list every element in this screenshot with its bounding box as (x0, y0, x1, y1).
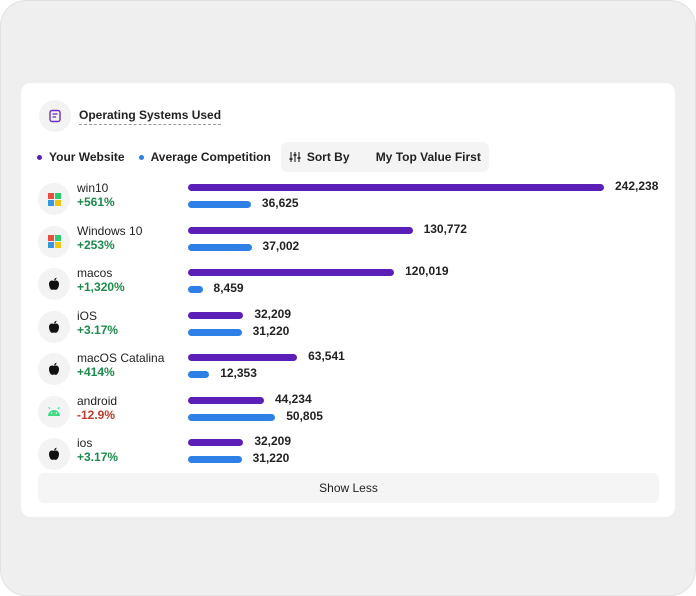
os-name: iOS (77, 308, 98, 323)
controls-bar: Your Website Average Competition (37, 141, 489, 173)
windows-icon (38, 225, 70, 258)
your-website-value: 63,541 (308, 349, 345, 363)
os-change: +414% (77, 365, 115, 379)
os-name: ios (77, 436, 93, 450)
os-change: +253% (77, 237, 115, 252)
os-change: +1,320% (77, 280, 125, 294)
sort-label: Sort By (306, 150, 350, 164)
average-competition-value: 31,220 (252, 323, 290, 338)
show-less-button[interactable]: Show Less (38, 473, 659, 503)
average-competition-value: 12,353 (220, 366, 257, 380)
your-website-bar (188, 311, 244, 319)
your-website-value: 242,238 (615, 179, 659, 193)
your-website-value: 32,209 (254, 306, 292, 321)
your-website-value: 32,209 (254, 434, 292, 448)
average-competition-bar (188, 201, 251, 208)
average-competition-bar (188, 371, 210, 378)
os-row: ios +3.17% 32,209 31,220 (21, 434, 675, 476)
legend-your-website-label: Your Website (49, 150, 125, 164)
os-row: macos +1,320% 120,019 8,459 (21, 264, 675, 306)
sort-value: My Top Value First (375, 150, 481, 164)
os-row: win10 +561% 242,238 36,625 (21, 179, 675, 221)
legend-average-competition[interactable]: Average Competition (138, 150, 271, 164)
os-name: macOS Catalina (77, 351, 165, 365)
os-row: Windows 10 +253% 130,772 37,002 (21, 221, 675, 264)
os-row: macOS Catalina +414% 63,541 12,353 (21, 349, 675, 391)
os-change: +561% (77, 195, 115, 209)
os-change: -12.9% (77, 407, 116, 422)
average-competition-value: 31,220 (252, 451, 290, 465)
legend-average-competition-label: Average Competition (150, 150, 271, 164)
legend-your-website[interactable]: Your Website (37, 150, 125, 164)
widget-title: Operating Systems Used (79, 108, 222, 125)
average-competition-value: 36,625 (261, 196, 299, 210)
your-website-bar (188, 354, 298, 361)
os-row: iOS +3.17% 32,209 31,220 (21, 306, 675, 349)
average-competition-value: 8,459 (213, 281, 244, 295)
your-website-bar (188, 184, 604, 191)
your-website-dot (37, 154, 42, 160)
average-competition-bar (188, 413, 276, 421)
os-change: +3.17% (77, 450, 119, 464)
windows-icon (38, 183, 70, 215)
average-competition-bar (188, 328, 242, 336)
apple-icon (38, 438, 70, 470)
os-name: win10 (77, 181, 109, 195)
os-widget-card: Operating Systems Used Your Website Aver… (21, 83, 675, 517)
average-competition-bar (188, 243, 252, 251)
average-competition-value: 50,805 (286, 408, 323, 423)
average-competition-value: 37,002 (262, 238, 300, 253)
apple-icon (38, 310, 70, 343)
apple-icon (38, 353, 70, 385)
os-name: macos (77, 266, 113, 280)
your-website-value: 44,234 (274, 391, 312, 406)
apple-icon (38, 268, 70, 300)
sort-dropdown[interactable]: Sort By My Top Value First (280, 142, 489, 172)
your-website-bar (188, 439, 244, 446)
average-competition-dot (138, 154, 144, 160)
your-website-bar (188, 226, 413, 234)
os-name: Windows 10 (77, 223, 143, 238)
average-competition-bar (188, 456, 242, 463)
sliders-icon (289, 151, 301, 163)
android-icon (38, 395, 70, 428)
your-website-value: 120,019 (405, 264, 449, 278)
os-row: android -12.9% 44,234 50,805 (21, 391, 675, 434)
your-website-bar (188, 396, 264, 404)
document-icon (39, 100, 71, 132)
os-change: +3.17% (77, 322, 119, 337)
os-name: android (77, 393, 118, 408)
widget-header: Operating Systems Used (39, 99, 222, 133)
your-website-bar (188, 269, 395, 276)
average-competition-bar (188, 286, 203, 293)
your-website-value: 130,772 (423, 221, 467, 236)
